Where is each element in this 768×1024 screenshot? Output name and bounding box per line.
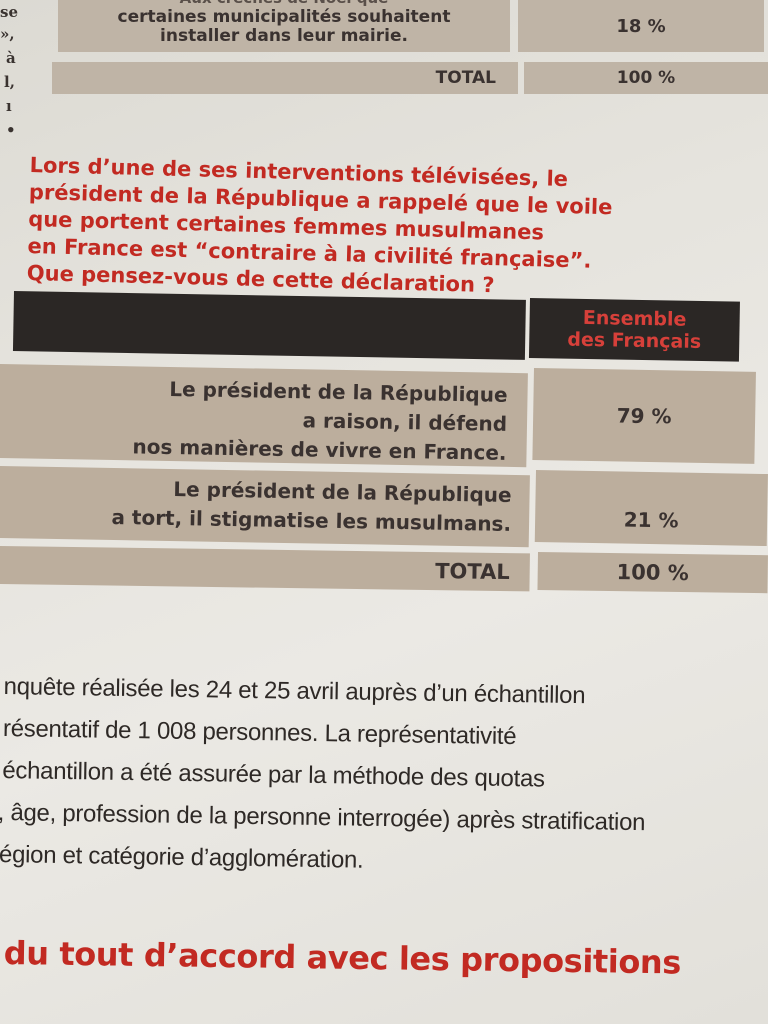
survey-question: Lors d’une de ses interventions télévisé… xyxy=(26,152,749,306)
margin-fragment: l, xyxy=(4,73,15,91)
previous-row-label-line: installer dans leur mairie. xyxy=(160,26,408,46)
margin-fragment: », xyxy=(0,25,15,43)
previous-row-label-line: certaines municipalités souhaitent xyxy=(117,7,451,27)
total-value: 100 % xyxy=(537,552,768,594)
previous-row-value: 18 % xyxy=(518,0,764,52)
next-section-heading: du tout d’accord avec les propositions xyxy=(3,934,682,982)
methodology-paragraph: nquête réalisée les 24 et 25 avril auprè… xyxy=(0,666,760,888)
margin-fragment: • xyxy=(6,121,16,139)
answer-row-value: 21 % xyxy=(534,470,768,547)
answer-row-label: Le président de la République a tort, il… xyxy=(0,466,530,548)
previous-total-value: 100 % xyxy=(524,62,768,94)
column-header-ensemble: Ensemble des Français xyxy=(528,298,740,362)
previous-row-label: Aux crèches de Noël que certaines munici… xyxy=(58,0,510,52)
margin-fragment: à xyxy=(6,49,16,67)
previous-total-label: TOTAL xyxy=(52,62,518,94)
previous-row-label-partial: Aux crèches de Noël que xyxy=(180,0,389,8)
margin-fragment: ı xyxy=(6,97,12,115)
total-label: TOTAL xyxy=(0,546,530,592)
table-header-blank xyxy=(12,291,526,360)
answer-row-label: Le président de la République a raison, … xyxy=(0,364,528,468)
margin-fragment: se xyxy=(0,3,18,21)
column-header-line: Ensemble xyxy=(582,306,687,331)
column-header-line: des Français xyxy=(567,328,702,353)
answer-row-value: 79 % xyxy=(532,368,756,464)
